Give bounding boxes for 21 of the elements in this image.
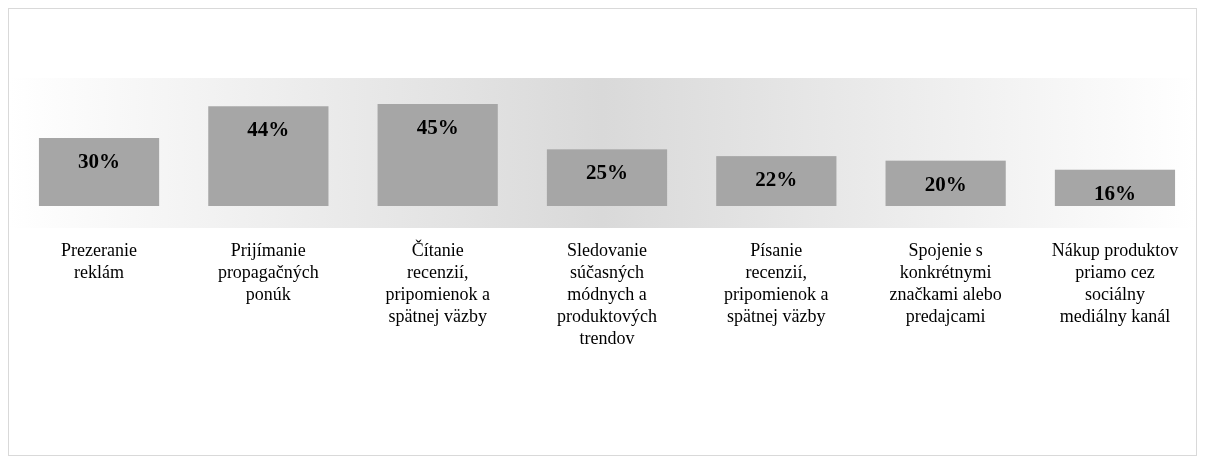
x-tick-label: Písanie recenzií, pripomienok a spätnej väzby xyxy=(724,240,829,326)
x-tick-label: Čítanie recenzií, pripomienok a spätnej väzby xyxy=(385,239,490,326)
data-label: 25% xyxy=(586,160,628,185)
bar xyxy=(885,160,1006,206)
bar xyxy=(1054,169,1176,206)
data-label: 30% xyxy=(78,149,121,173)
data-label: 16% xyxy=(1093,180,1136,205)
data-label: 20% xyxy=(924,171,967,196)
data-label: 44% xyxy=(247,117,290,142)
x-tick-label: Prezeranie reklám xyxy=(61,240,138,282)
data-label: 22% xyxy=(755,167,798,192)
bar xyxy=(38,138,160,206)
x-tick-label: Nákup produktov priamo cez sociálny mediálny kanál xyxy=(1051,240,1179,326)
x-tick-label: Spojenie s konkrétnymi značkami alebo predajcami xyxy=(889,240,1002,326)
bar xyxy=(546,149,668,206)
x-tick-label: Prijímanie propagačných ponúk xyxy=(217,240,319,304)
bar xyxy=(377,104,498,206)
bar xyxy=(716,156,837,206)
data-label: 45% xyxy=(416,115,459,139)
bar xyxy=(208,106,329,206)
x-tick-label: Sledovanie súčasných módnych a produktových trendov xyxy=(557,240,657,348)
